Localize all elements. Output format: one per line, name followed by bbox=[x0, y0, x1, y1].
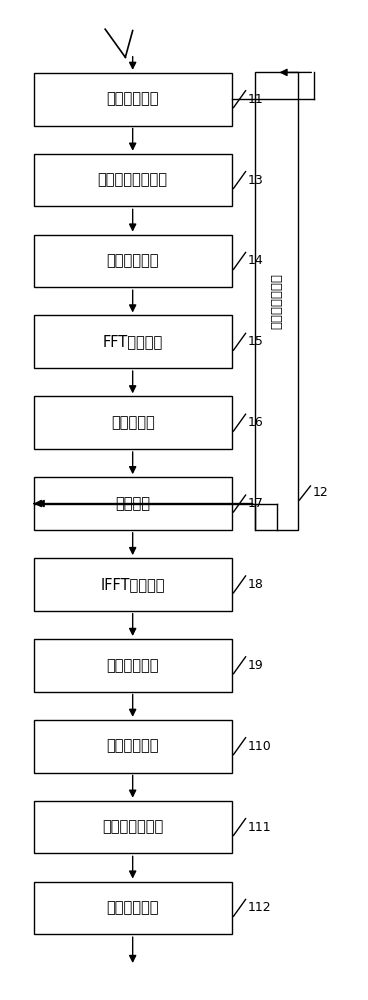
Bar bbox=[34, 477, 232, 530]
Bar bbox=[34, 315, 232, 368]
Bar bbox=[34, 235, 232, 287]
Text: 111: 111 bbox=[247, 821, 271, 834]
Text: 并串转换模块: 并串转换模块 bbox=[106, 658, 159, 673]
Text: 11: 11 bbox=[247, 93, 263, 106]
Text: IFFT变换模块: IFFT变换模块 bbox=[100, 577, 165, 592]
Text: 14: 14 bbox=[247, 254, 263, 267]
Text: 112: 112 bbox=[247, 901, 271, 914]
Bar bbox=[34, 154, 232, 206]
Text: 12: 12 bbox=[312, 486, 328, 499]
Text: 110: 110 bbox=[247, 740, 271, 753]
Text: 射频接收模块: 射频接收模块 bbox=[106, 92, 159, 107]
Text: 18: 18 bbox=[247, 578, 263, 591]
Text: 线性组合器: 线性组合器 bbox=[111, 415, 155, 430]
Text: 同步与信道估计: 同步与信道估计 bbox=[270, 273, 283, 329]
Text: 15: 15 bbox=[247, 335, 263, 348]
Text: 13: 13 bbox=[247, 174, 263, 187]
Text: 并串转换模块: 并串转换模块 bbox=[106, 900, 159, 915]
Text: 19: 19 bbox=[247, 659, 263, 672]
Text: FFT变换模块: FFT变换模块 bbox=[103, 334, 163, 349]
Bar bbox=[34, 720, 232, 773]
Bar bbox=[34, 73, 232, 126]
Bar bbox=[34, 558, 232, 611]
Bar bbox=[34, 801, 232, 853]
Text: 串并转换模块: 串并转换模块 bbox=[106, 253, 159, 268]
Text: 16: 16 bbox=[247, 416, 263, 429]
Text: 17: 17 bbox=[247, 497, 263, 510]
Text: 去除循环前缀模块: 去除循环前缀模块 bbox=[98, 173, 168, 188]
Text: 均衡模块: 均衡模块 bbox=[115, 496, 150, 511]
Bar bbox=[255, 72, 298, 530]
Bar bbox=[34, 396, 232, 449]
Text: 线性逆变换模块: 线性逆变换模块 bbox=[102, 820, 163, 835]
Bar bbox=[34, 882, 232, 934]
Text: 匹配滤波器组: 匹配滤波器组 bbox=[106, 739, 159, 754]
Bar bbox=[34, 639, 232, 692]
